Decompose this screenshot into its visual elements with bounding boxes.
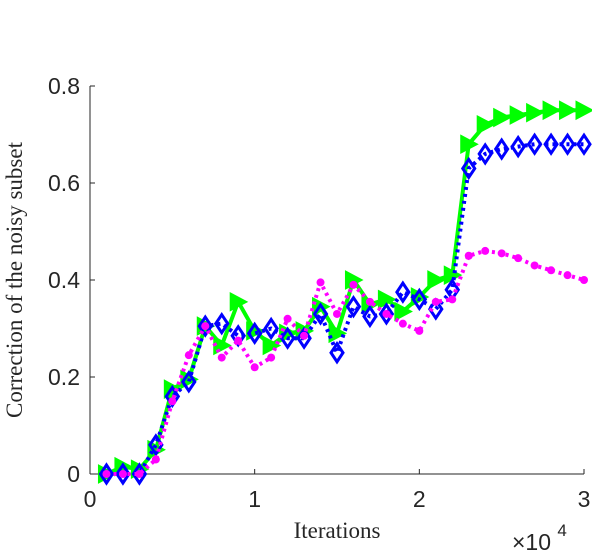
data-point — [497, 249, 506, 258]
data-point — [365, 297, 374, 306]
data-point — [246, 321, 263, 346]
data-point — [382, 309, 391, 318]
data-point — [526, 102, 545, 123]
data-point — [460, 156, 477, 181]
ticks: 0 1 2 3 0 0.2 0.4 0.6 0.8 — [48, 73, 590, 512]
series-line — [106, 248, 585, 476]
data-point — [563, 271, 572, 280]
data-point — [559, 132, 576, 156]
data-point — [431, 297, 440, 306]
data-point — [316, 278, 325, 287]
y-axis-label: Correction of the noisy subset — [2, 141, 27, 418]
y-tick-label: 0.8 — [48, 73, 80, 99]
data-point — [415, 326, 424, 335]
data-point — [197, 314, 214, 338]
data-point — [411, 287, 428, 312]
data-point — [201, 322, 210, 331]
data-point — [279, 326, 296, 350]
data-point — [580, 276, 588, 284]
data-point — [230, 324, 247, 348]
data-point — [427, 270, 446, 290]
data-point — [576, 132, 592, 156]
data-point — [394, 301, 413, 322]
data-point — [296, 326, 312, 350]
data-point — [464, 251, 473, 260]
data-point — [526, 132, 543, 156]
data-point — [510, 134, 526, 159]
data-point — [102, 470, 111, 478]
data-point — [477, 142, 494, 166]
data-point — [427, 297, 444, 321]
data-point — [184, 351, 193, 360]
data-point — [234, 336, 243, 345]
data-point — [345, 294, 362, 319]
series-layer — [97, 100, 592, 486]
data-point — [530, 261, 539, 270]
data-point — [395, 280, 411, 304]
data-point — [263, 316, 279, 341]
data-point — [168, 397, 177, 406]
data-point — [448, 295, 457, 304]
data-point — [250, 363, 259, 372]
data-point — [283, 314, 292, 323]
data-point — [460, 134, 479, 155]
x-tick-label: 2 — [413, 486, 426, 512]
x-tick-label: 1 — [248, 486, 261, 512]
data-point — [98, 462, 115, 486]
data-point — [542, 100, 562, 121]
data-point — [333, 309, 341, 318]
y-tick-label: 0.2 — [48, 364, 80, 390]
data-point — [213, 311, 230, 336]
data-point — [164, 384, 181, 409]
data-point — [217, 353, 226, 362]
series-1 — [97, 100, 592, 484]
data-point — [180, 370, 197, 394]
x-exponent-base: ×10 — [512, 529, 551, 555]
data-point — [476, 114, 496, 135]
data-point — [229, 291, 249, 312]
x-exponent-label: ×10 4 — [512, 521, 567, 555]
data-point — [349, 280, 358, 289]
x-tick-label: 0 — [84, 486, 97, 512]
series-3 — [102, 246, 588, 478]
data-point — [312, 302, 329, 326]
data-point — [267, 353, 276, 362]
x-tick-label: 3 — [578, 486, 591, 512]
data-point — [559, 100, 578, 121]
data-point — [300, 331, 309, 340]
data-point — [509, 105, 529, 125]
y-tick-label: 0.6 — [48, 170, 80, 196]
data-point — [328, 323, 348, 344]
data-point — [262, 335, 282, 356]
data-point — [115, 462, 131, 486]
data-point — [378, 302, 395, 326]
series-line — [105, 108, 584, 476]
data-point — [493, 137, 510, 161]
series-2 — [98, 132, 592, 486]
data-point — [118, 470, 127, 478]
data-point — [362, 304, 378, 329]
x-exponent-power: 4 — [557, 521, 566, 540]
y-tick-label: 0 — [67, 461, 80, 487]
data-point — [481, 246, 490, 255]
data-point — [151, 455, 160, 464]
data-point — [514, 254, 523, 263]
y-tick-label: 0.4 — [48, 267, 80, 293]
data-point — [135, 470, 144, 478]
x-axis-label: Iterations — [294, 518, 381, 543]
data-point — [543, 132, 559, 156]
data-point — [329, 341, 345, 365]
data-point — [398, 319, 407, 328]
data-point — [575, 100, 592, 121]
data-point — [493, 107, 512, 128]
data-point — [547, 266, 556, 275]
